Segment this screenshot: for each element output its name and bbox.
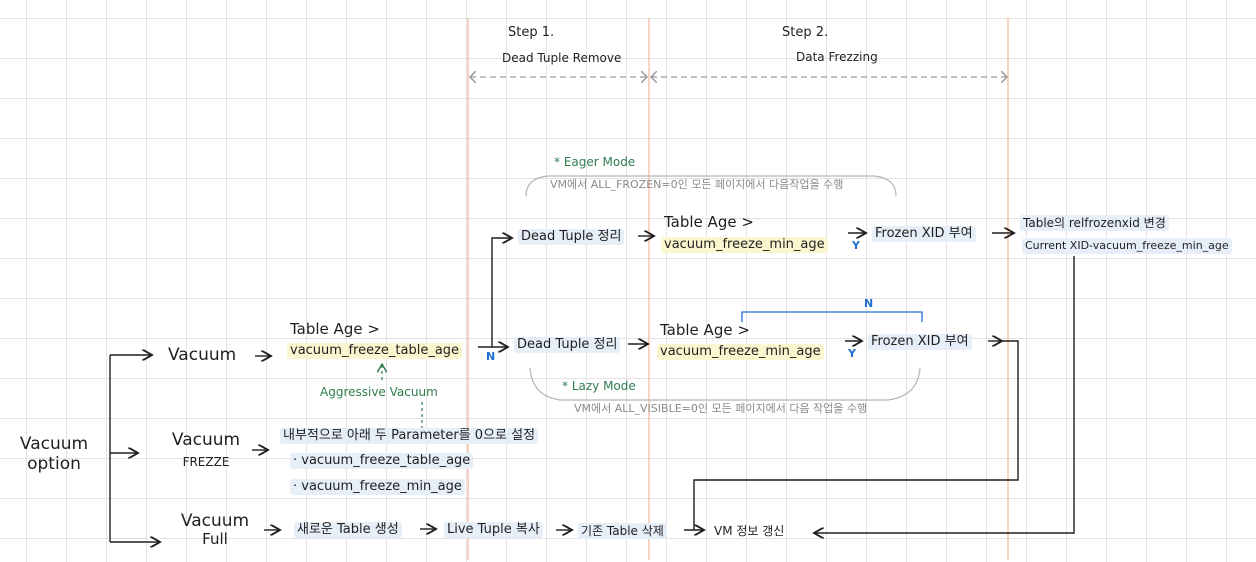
vacuum-cond-line1: Table Age > <box>290 320 380 338</box>
step1-title: Step 1. <box>508 25 555 40</box>
eager-mode-brace <box>525 175 897 197</box>
branch-freeze: Vacuum FREZZE <box>160 432 252 470</box>
full-step-copy: Live Tuple 복사 <box>444 522 543 538</box>
eager-result-line1: Table의 relfrozenxid 변경 <box>1020 215 1169 231</box>
aggressive-label: Aggressive Vacuum <box>320 385 438 399</box>
lazy-y-label: Y <box>848 347 856 360</box>
vacuum-cond-line2: vacuum_freeze_table_age <box>287 343 463 359</box>
step2-title: Step 2. <box>782 25 829 40</box>
freeze-param1: · vacuum_freeze_table_age <box>290 453 474 469</box>
step2-subtitle: Data Frezzing <box>796 50 878 64</box>
branch-freeze-line1: Vacuum <box>171 430 241 450</box>
root-node: Vacuum option <box>14 434 94 474</box>
lazy-mode-label: * Lazy Mode <box>562 379 636 393</box>
lazy-n-bracket <box>741 311 923 322</box>
connector-eager-to-vm <box>814 256 1075 533</box>
root-line1: Vacuum <box>19 434 89 454</box>
freeze-param2: · vacuum_freeze_min_age <box>290 479 465 495</box>
branch-freeze-line2: FREZZE <box>182 455 230 469</box>
branch-full-line2: Full <box>202 530 228 548</box>
branch-full-line1: Vacuum <box>180 511 250 531</box>
vacuum-cond-n-label: N <box>486 350 496 363</box>
lazy-frozen: Frozen XID 부여 <box>868 334 972 350</box>
step1-subtitle: Dead Tuple Remove <box>502 51 622 65</box>
full-step-create: 새로운 Table 생성 <box>294 522 402 538</box>
eager-cond-line1: Table Age > <box>664 213 754 231</box>
full-step-vm: VM 정보 갱신 <box>714 524 785 538</box>
branch-full: Vacuum Full <box>170 511 260 548</box>
eager-cond-line2: vacuum_freeze_min_age <box>661 237 828 253</box>
eager-mode-desc: VM에서 ALL_FROZEN=0인 모든 페이지에서 다음작업을 수행 <box>550 178 844 191</box>
eager-y-label: Y <box>852 239 860 252</box>
arrow-cond-eager <box>491 238 512 347</box>
lazy-cond-line1: Table Age > <box>660 321 750 339</box>
root-line2: option <box>27 454 81 474</box>
lazy-dead-tuple: Dead Tuple 정리 <box>514 337 621 353</box>
lazy-cond-line2: vacuum_freeze_min_age <box>657 344 824 360</box>
lazy-mode-desc: VM에서 ALL_VISIBLE=0인 모든 페이지에서 다음 작업을 수행 <box>574 402 868 415</box>
branch-vacuum: Vacuum <box>168 345 237 365</box>
eager-frozen: Frozen XID 부여 <box>872 226 976 242</box>
lazy-mode-brace <box>529 367 921 401</box>
lazy-n-label: N <box>864 297 874 310</box>
eager-mode-label: * Eager Mode <box>554 155 636 169</box>
eager-dead-tuple: Dead Tuple 정리 <box>518 229 625 245</box>
freeze-desc: 내부적으로 아래 두 Parameter를 0으로 설정 <box>280 428 539 444</box>
eager-result-line2: Current XID-vacuum_freeze_min_age <box>1022 238 1232 254</box>
full-step-delete: 기존 Table 삭제 <box>578 523 667 539</box>
connector-lazy-to-vm <box>693 340 1019 530</box>
